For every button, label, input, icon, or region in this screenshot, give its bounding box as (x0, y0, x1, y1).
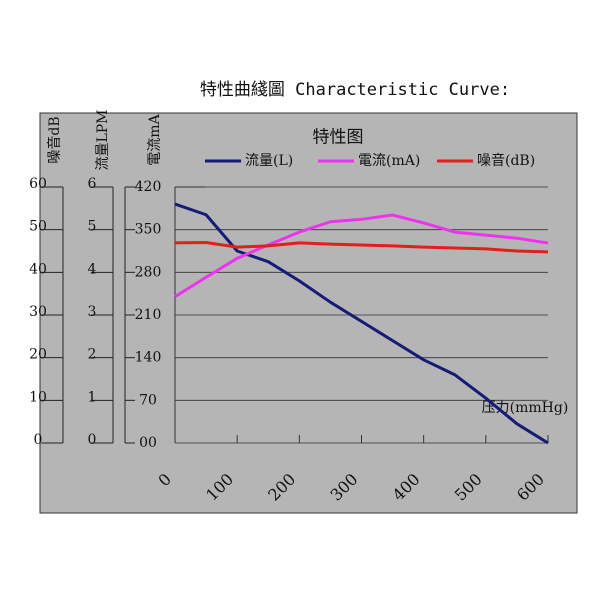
y-tick-label: 0 (34, 432, 43, 448)
y-axis-label: 電流mA (147, 113, 163, 165)
y-tick-label: 420 (135, 179, 162, 195)
y-tick-label: 70 (139, 392, 157, 408)
y-tick-label: 140 (135, 350, 162, 366)
y-tick-label: 1 (88, 389, 97, 405)
y-tick-label: 2 (88, 347, 97, 363)
legend-label: 噪音(dB) (477, 152, 535, 169)
series-line (174, 213, 549, 298)
y-tick-label: 3 (88, 304, 97, 320)
y-tick-label: 00 (139, 435, 157, 451)
series-line (174, 202, 549, 445)
y-tick-label: 60 (29, 176, 47, 192)
y-tick-label: 20 (29, 347, 47, 363)
chart-title: 特性图 (313, 128, 364, 148)
y-tick-label: 50 (29, 219, 47, 235)
panel (39, 112, 578, 514)
y-tick-label: 30 (29, 304, 47, 320)
y-tick-label: 0 (88, 432, 97, 448)
page-title: 特性曲綫圖 Characteristic Curve: (200, 80, 510, 100)
y-tick-label: 4 (88, 261, 97, 277)
y-axis-label: 流量LPM (95, 109, 111, 170)
y-tick-label: 10 (29, 389, 47, 405)
series-line (174, 240, 549, 254)
y-tick-label: 210 (135, 307, 162, 323)
y-tick-label: 350 (135, 222, 162, 238)
x-axis-label: 压力(mmHg) (482, 400, 569, 416)
legend-label: 流量(L) (245, 153, 293, 169)
y-tick-label: 280 (135, 264, 162, 280)
y-tick-label: 6 (88, 176, 97, 192)
legend-label: 電流(mA) (358, 153, 420, 169)
y-tick-label: 5 (88, 219, 97, 235)
y-tick-label: 40 (29, 261, 47, 277)
y-axis-label: 噪音dB (46, 116, 63, 163)
